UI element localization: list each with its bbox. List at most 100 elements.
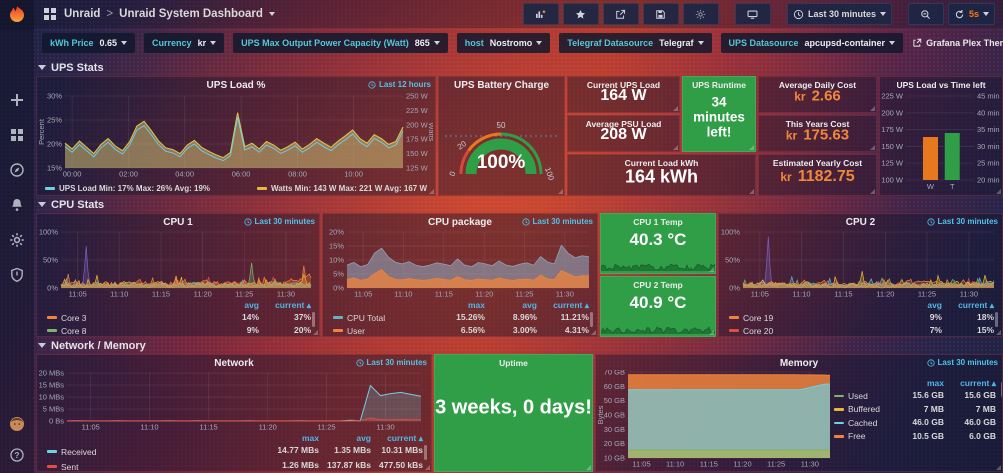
sidebar-item-server-admin[interactable] (9, 267, 25, 283)
variable-ups-datasource[interactable]: UPS Datasource apcupsd-container (720, 33, 904, 53)
row-header-ups-stats[interactable]: UPS Stats (38, 61, 1003, 74)
legend-item-user[interactable]: User 6.56% 3.00% 4.31% (333, 324, 589, 336)
legend-column-current[interactable]: current ▴ (960, 378, 996, 388)
panel-title[interactable]: Current Load kWh (624, 158, 699, 168)
legend-column-avg[interactable]: avg (244, 300, 259, 310)
time-range-picker[interactable]: Last 30 minutes (786, 3, 892, 25)
panel-title[interactable]: CPU 2 Temp (633, 280, 683, 290)
zoom-out-time-button[interactable] (907, 3, 944, 25)
legend-item-core-20[interactable]: Core 20 7% 15% (729, 324, 994, 336)
mark-favorite-button[interactable] (562, 3, 599, 25)
variable-currency[interactable]: Currency kr (144, 33, 225, 53)
dashboard-settings-button[interactable] (682, 3, 719, 25)
legend-column-current[interactable]: current ▴ (553, 300, 589, 310)
legend-scrollbar[interactable] (312, 312, 315, 327)
legend-item-free[interactable]: Free 10.5 GB 6.0 GB (834, 430, 1000, 444)
panel-title[interactable]: UPS Runtime (692, 80, 746, 90)
time-badge[interactable]: Last 30 minutes (355, 358, 427, 367)
legend-item-used[interactable]: Used 15.6 GB 15.6 GB (834, 389, 1000, 403)
panel-title[interactable]: This Years Cost (785, 119, 850, 129)
variable-telegraf-datasource[interactable]: Telegraf Datasource Telegraf (559, 33, 712, 53)
legend-column-avg[interactable]: avg (356, 433, 371, 443)
dashboard-link[interactable]: Grafana Plex Theme (912, 38, 1003, 48)
legend-item-core-19[interactable]: Core 19 9% 18% (729, 311, 994, 324)
variable-value[interactable]: kr (198, 38, 217, 48)
legend-item-core-3[interactable]: Core 3 14% 37% (47, 311, 311, 324)
legend-scrollbar[interactable] (424, 445, 427, 460)
legend-item-cached[interactable]: Cached 46.0 GB 46.0 GB (834, 416, 1000, 430)
variable-kwh-price[interactable]: kWh Price 0.65 (42, 33, 136, 53)
variable-value[interactable]: 0.65 (100, 38, 128, 48)
breadcrumb-section[interactable]: Unraid (64, 8, 101, 20)
legend-item-core-8[interactable]: Core 8 9% 20% (47, 324, 311, 336)
legend-item-sent[interactable]: Sent 1.26 MBs 137.87 kBs 477.50 kBs (47, 459, 423, 471)
shield-icon (11, 267, 23, 283)
panel-title[interactable]: Memory Last 30 minutes (779, 358, 998, 369)
variable-ups-max-output-power-capacity-watt-[interactable]: UPS Max Output Power Capacity (Watt) 865 (233, 33, 448, 53)
sidebar-item-profile[interactable] (9, 416, 25, 432)
legend-item-buffered[interactable]: Buffered 7 MB 7 MB (834, 403, 1000, 417)
panel-title[interactable]: Uptime (499, 358, 528, 368)
dashboard-title[interactable]: Unraid System Dashboard (119, 8, 263, 20)
panel-title[interactable]: Current UPS Load (586, 80, 661, 90)
time-badge[interactable]: Last 30 minutes (521, 217, 593, 226)
panel-title[interactable]: UPS Load % Last 12 hours (206, 80, 431, 91)
legend-column-max[interactable]: max (467, 300, 485, 310)
sidebar-item-explore[interactable] (9, 162, 25, 178)
row-header-cpu-stats[interactable]: CPU Stats (38, 198, 1003, 211)
time-badge[interactable]: Last 30 minutes (926, 217, 998, 226)
time-badge[interactable]: Last 12 hours (368, 80, 431, 89)
variable-value[interactable]: 865 (415, 38, 440, 48)
sidebar-item-alerting[interactable] (9, 197, 25, 213)
panel-title[interactable]: UPS Load vs Time left (896, 80, 986, 90)
legend-scrollbar[interactable] (1001, 382, 1002, 397)
panel-title[interactable]: Average Daily Cost (778, 80, 857, 90)
legend-column-current[interactable]: current ▴ (387, 433, 423, 443)
legend-item-watts[interactable]: Watts Min: 143 W Max: 221 W Avg: 167 W (256, 184, 427, 193)
legend-column-max[interactable]: max (301, 433, 319, 443)
time-badge[interactable]: Last 30 minutes (243, 217, 315, 226)
panel-title[interactable]: Estimated Yearly Cost (772, 158, 863, 168)
row-header-network-memory[interactable]: Network / Memory (38, 339, 1003, 352)
cycle-view-mode-button[interactable] (734, 3, 771, 25)
legend-scrollbar[interactable] (590, 312, 593, 327)
grafana-logo[interactable] (0, 0, 34, 30)
save-dashboard-button[interactable] (642, 3, 679, 25)
time-badge[interactable]: Last 30 minutes (926, 358, 998, 367)
variable-value[interactable]: Telegraf (659, 38, 704, 48)
panel-title[interactable]: CPU package Last 30 minutes (428, 217, 593, 228)
legend-item-received[interactable]: Received 14.77 MBs 1.35 MBs 10.31 MBs (47, 444, 423, 459)
legend-scrollbar[interactable] (995, 312, 998, 327)
legend-column-avg[interactable]: avg (927, 300, 942, 310)
variable-host[interactable]: host Nostromo (456, 33, 551, 53)
sidebar-item-dashboards[interactable] (9, 127, 25, 143)
variable-value[interactable]: apcupsd-container (805, 38, 896, 48)
sidebar-item-help[interactable]: ? (9, 447, 25, 463)
legend-column-current[interactable]: current ▴ (275, 300, 311, 310)
variable-value[interactable]: Nostromo (490, 38, 543, 48)
legend-item-ups-load[interactable]: UPS Load Min: 17% Max: 26% Avg: 19% (45, 184, 210, 193)
legend-column-current[interactable]: current ▴ (958, 300, 994, 310)
panel-title[interactable]: CPU 2 Last 30 minutes (845, 217, 998, 228)
cpu1-chart[interactable]: 0% 50% 100% 11:05 11:10 11:15 11:20 11:25 11:30 (37, 229, 317, 299)
cpu2-chart[interactable]: 0% 50% 100% 11:05 11:10 11:15 11:20 11:25 11:30 (719, 229, 1000, 299)
refresh-interval-label[interactable]: 5s (968, 9, 979, 19)
legend-column-max[interactable]: max (926, 378, 944, 388)
cpu-package-chart[interactable]: 0% 5% 10% 15% 20% 11:05 11:10 11:15 11:20 11:25 11… (323, 229, 595, 299)
panel-title[interactable]: CPU 1 Last 30 minutes (163, 217, 315, 228)
add-panel-button[interactable] (522, 3, 559, 25)
panel-title[interactable]: CPU 1 Temp (633, 217, 683, 227)
panel-title[interactable]: UPS Battery Charge (453, 80, 550, 91)
sidebar-item-configuration[interactable] (9, 232, 25, 248)
share-dashboard-button[interactable] (602, 3, 639, 25)
breadcrumb[interactable]: Unraid > Unraid System Dashboard (42, 6, 275, 22)
refresh-button[interactable]: 5s (947, 3, 995, 25)
memory-chart[interactable]: 10 GB 20 GB 30 GB 40 GB 50 GB 60 GB 70 GB 11:05… (596, 370, 834, 470)
sidebar-item-create[interactable] (9, 92, 25, 108)
legend-column-avg[interactable]: avg (522, 300, 537, 310)
ups-load-chart[interactable]: 15% 20% 25% 30% 125 W 150 W 175 W 200 W 225 W 250… (37, 92, 433, 180)
panel-title[interactable]: Network Last 30 minutes (214, 358, 427, 369)
panel-title[interactable]: Average PSU Load (585, 119, 662, 129)
legend-item-cpu-total[interactable]: CPU Total 15.26% 8.96% 11.21% (333, 311, 589, 324)
network-chart[interactable]: 0 Bs 5 MBs 10 MBs 15 MBs 20 MBs 11:05 11:10 11:… (37, 370, 429, 432)
